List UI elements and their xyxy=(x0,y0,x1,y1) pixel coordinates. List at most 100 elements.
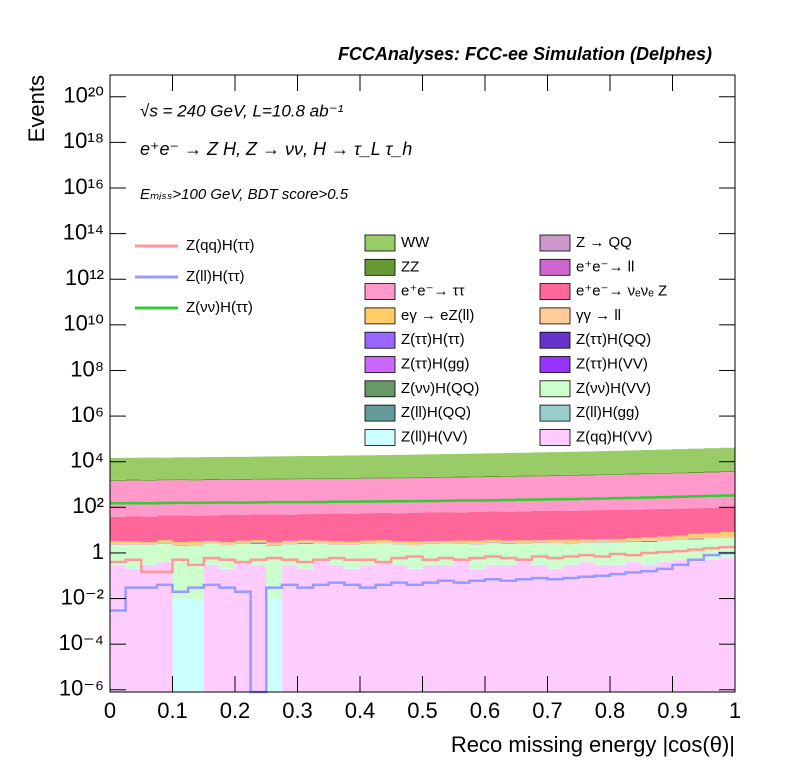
bar-segment xyxy=(188,480,205,516)
bar-segment xyxy=(125,544,142,569)
bar-segment xyxy=(453,453,470,477)
bar-segment xyxy=(625,538,642,541)
bar-segment xyxy=(266,478,283,480)
bar-segment xyxy=(703,559,720,692)
bar-segment xyxy=(235,562,251,692)
bar-segment xyxy=(235,478,251,480)
bar-segment xyxy=(641,509,658,538)
bar-segment xyxy=(188,545,205,599)
bar-segment xyxy=(594,475,611,511)
bar-segment xyxy=(453,540,470,543)
x-tick-label: 0.5 xyxy=(407,698,438,723)
bar-segment xyxy=(297,543,314,569)
legend-label: Z(νν)H(ττ) xyxy=(186,299,253,316)
bar-segment xyxy=(172,543,189,546)
legend-label: Z(ll)H(QQ) xyxy=(401,404,471,421)
legend-swatch xyxy=(539,380,571,398)
bar-segment xyxy=(703,448,720,472)
bar-segment xyxy=(688,537,705,539)
x-tick-label: 0.3 xyxy=(282,698,313,723)
x-tick-label: 0.9 xyxy=(657,698,688,723)
legend-swatch xyxy=(539,356,571,373)
annotation: √s = 240 GeV, L=10.8 ab⁻¹ xyxy=(140,101,344,120)
bar-segment xyxy=(453,542,470,544)
bar-segment xyxy=(110,564,126,692)
bar-segment xyxy=(641,539,658,541)
legend-label: Z(νν)H(QQ) xyxy=(401,380,479,397)
bar-segment xyxy=(328,455,345,478)
bar-segment xyxy=(625,450,642,474)
y-tick-label: 10¹⁸ xyxy=(63,128,104,153)
bar-segment xyxy=(656,472,673,474)
bar-segment xyxy=(250,479,267,515)
legend-swatch xyxy=(539,307,571,325)
bar-segment xyxy=(485,511,501,540)
bar-segment xyxy=(313,455,330,479)
bar-segment xyxy=(141,457,158,480)
bar-segment xyxy=(656,562,673,692)
y-tick-label: 10² xyxy=(72,493,104,518)
bar-segment xyxy=(453,512,470,541)
bar-segment xyxy=(297,456,314,479)
bar-segment xyxy=(219,545,236,569)
bar-segment xyxy=(531,541,548,543)
bar-segment xyxy=(531,476,548,511)
y-tick-label: 10⁴ xyxy=(70,448,104,473)
bar-segment xyxy=(375,478,392,513)
legend-swatch xyxy=(364,404,396,422)
bar-segment xyxy=(625,509,642,539)
bar-segment xyxy=(625,562,642,692)
x-tick-label: 0.2 xyxy=(220,698,251,723)
bar-segment xyxy=(391,544,408,565)
bar-segment xyxy=(610,538,626,542)
bar-segment xyxy=(141,544,158,565)
bar-segment xyxy=(328,564,345,692)
bar-segment xyxy=(375,477,392,479)
bar-segment xyxy=(453,476,470,478)
bar-segment xyxy=(125,543,142,545)
legend-label: Z(ττ)H(gg) xyxy=(401,355,470,372)
bar-segment xyxy=(188,479,205,481)
bar-segment xyxy=(297,479,314,515)
bar-segment xyxy=(500,511,517,541)
bar-segment xyxy=(360,478,376,514)
bar-segment xyxy=(297,478,314,480)
bar-segment xyxy=(391,564,408,692)
bar-segment xyxy=(531,543,548,565)
bar-segment xyxy=(344,513,361,542)
legend-label: e⁺e⁻→ ττ xyxy=(401,283,465,300)
bar-segment xyxy=(266,456,283,479)
bar-segment xyxy=(547,476,564,511)
bar-segment xyxy=(406,454,423,478)
annotation: e⁺e⁻ → Z H, Z → νν, H → τ_L τ_h xyxy=(140,139,412,159)
bar-segment xyxy=(266,598,283,692)
bar-segment xyxy=(172,457,189,480)
bar-segment xyxy=(547,541,564,543)
bar-segment xyxy=(360,513,376,541)
legend-label: e⁺e⁻→ ll xyxy=(576,258,634,275)
bar-segment xyxy=(110,543,126,545)
bar-segment xyxy=(266,543,283,546)
bar-segment xyxy=(453,543,470,562)
bar-segment xyxy=(344,477,361,479)
bar-segment xyxy=(641,473,658,475)
signal-line xyxy=(110,494,735,505)
bar-segment xyxy=(360,455,376,478)
x-tick-label: 0.7 xyxy=(532,698,563,723)
bar-segment xyxy=(594,539,611,541)
bar-segment xyxy=(625,541,642,562)
bar-segment xyxy=(344,541,361,544)
bar-segment xyxy=(313,513,330,541)
bar-segment xyxy=(438,454,455,477)
bar-segment xyxy=(297,540,314,542)
bar-segment xyxy=(563,510,580,540)
bar-segment xyxy=(500,475,517,477)
x-tick-label: 0.4 xyxy=(345,698,376,723)
bar-segment xyxy=(281,514,298,541)
y-tick-label: 10²⁰ xyxy=(63,83,104,108)
legend-label: Z → QQ xyxy=(576,234,632,251)
bar-segment xyxy=(469,542,486,544)
bar-segment xyxy=(219,568,236,692)
bar-segment xyxy=(172,542,189,544)
